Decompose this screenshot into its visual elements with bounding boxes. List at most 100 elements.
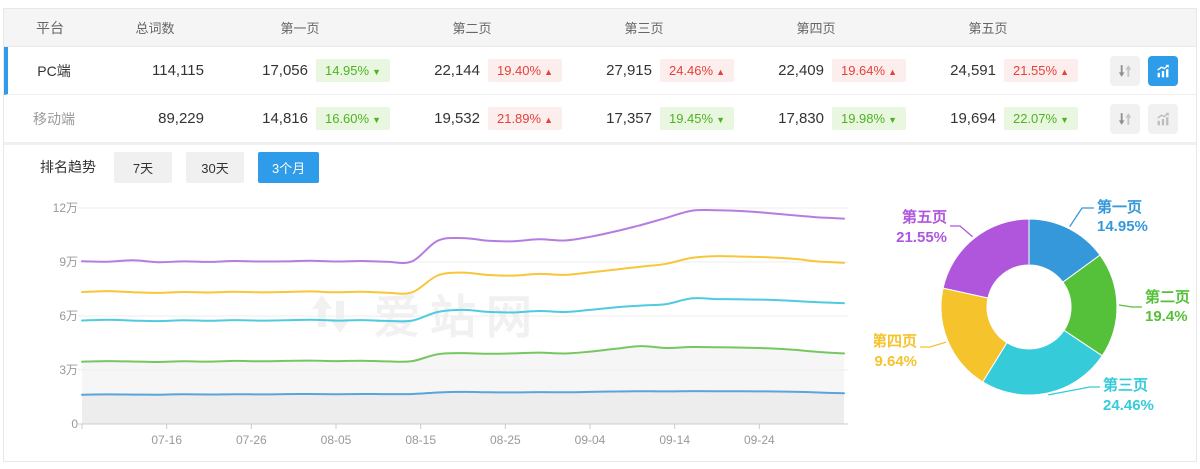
page-3-count: 17,357	[606, 110, 652, 127]
page-4-cell: 17,830 19.98% ▼	[734, 107, 906, 130]
header-total-words: 总词数	[135, 21, 175, 36]
keyword-rank-panel: 平台 总词数 第一页 第二页 第三页 第四页 第五页 PC端 114,115 17,…	[3, 8, 1197, 462]
table-row-mobile[interactable]: 移动端 89,229 14,816 16.60% ▼ 19,532 21.89% ▲ 17,35…	[4, 95, 1196, 143]
page-2-count: 22,144	[434, 62, 480, 79]
watermark-text: 爱站网	[374, 291, 542, 343]
arrow-up-icon: ▲	[544, 67, 553, 77]
header-platform: 平台	[36, 19, 64, 36]
change-percent: 16.60%	[324, 111, 370, 126]
bar-chart-trend-icon	[1157, 112, 1169, 125]
arrow-up-icon: ▲	[544, 115, 553, 125]
trend-line-2	[81, 345, 845, 363]
header-page-3: 第三页	[624, 21, 664, 36]
page-5-change-badge: 22.07% ▼	[1004, 107, 1078, 130]
aizhan-logo-icon	[312, 295, 350, 333]
page-5-count: 19,694	[950, 110, 996, 127]
svg-text:08-15: 08-15	[405, 433, 436, 447]
page-2-count: 19,532	[434, 110, 480, 127]
sort-arrows-icon	[1118, 112, 1132, 125]
keyword-rank-table: 平台 总词数 第一页 第二页 第三页 第四页 第五页 PC端 114,115 17,…	[4, 9, 1196, 143]
svg-text:08-25: 08-25	[490, 433, 521, 447]
change-percent: 19.98%	[840, 111, 886, 126]
svg-text:09-24: 09-24	[744, 433, 775, 447]
header-page-2: 第二页	[452, 21, 492, 36]
page-1-count: 14,816	[262, 110, 308, 127]
page-1-count: 17,056	[262, 62, 308, 79]
donut-label-page-2: 第二页	[1145, 288, 1190, 306]
arrow-down-icon: ▼	[372, 67, 381, 77]
sort-arrows-icon	[1118, 64, 1132, 77]
page-3-cell: 17,357 19.45% ▼	[562, 107, 734, 130]
donut-percent-page-4: 19.64%	[874, 353, 917, 370]
arrow-down-icon: ▼	[1060, 115, 1069, 125]
donut-label-page-4: 第四页	[874, 332, 917, 350]
donut-slice-page-3	[982, 329, 1103, 396]
trend-line-5	[81, 208, 845, 264]
page-4-count: 22,409	[778, 62, 824, 79]
rank-trend-line-chart: 0 3万 6万 9万 12万 07-16 07-26 08-05 08-15 08-25 09-04…	[53, 201, 848, 447]
trend-toolbar: 排名趋势 7天 30天 3个月	[4, 145, 1196, 189]
page-2-cell: 22,144 19.40% ▲	[390, 59, 562, 82]
page-3-change-badge: 19.45% ▼	[660, 107, 734, 130]
donut-label-page-5: 第五页	[902, 208, 947, 226]
page-5-cell: 24,591 21.55% ▲	[906, 59, 1078, 82]
change-percent: 21.89%	[496, 111, 542, 126]
donut-label-page-3: 第三页	[1103, 376, 1148, 394]
page-3-cell: 27,915 24.46% ▲	[562, 59, 734, 82]
page-share-donut-chart: 第一页 14.95% 第二页 19.4% 第三页 24.46% 第四页 19.64% 第五页 21…	[874, 198, 1190, 414]
page-1-cell: 17,056 14.95% ▼	[218, 59, 390, 82]
change-percent: 21.55%	[1012, 63, 1058, 78]
donut-percent-page-5: 21.55%	[896, 229, 947, 246]
header-page-1: 第一页	[280, 21, 320, 36]
donut-label-page-1: 第一页	[1097, 198, 1142, 216]
change-percent: 14.95%	[324, 63, 370, 78]
page-4-count: 17,830	[778, 110, 824, 127]
watermark: 爱站网	[304, 281, 542, 347]
page-1-change-badge: 14.95% ▼	[316, 59, 390, 82]
total-words-value: 114,115	[152, 62, 204, 79]
table-row-pc[interactable]: PC端 114,115 17,056 14.95% ▼ 22,144 19.40% ▲ 27,9…	[4, 47, 1196, 95]
arrow-down-icon: ▼	[716, 115, 725, 125]
show-trend-chart-button[interactable]	[1148, 55, 1178, 86]
row-actions	[1078, 103, 1196, 134]
sort-compare-button[interactable]	[1110, 55, 1140, 86]
svg-text:3万: 3万	[59, 363, 78, 377]
tab-3-months[interactable]: 3个月	[258, 151, 320, 183]
arrow-up-icon: ▲	[1060, 67, 1069, 77]
sort-compare-button[interactable]	[1110, 103, 1140, 134]
page-4-change-badge: 19.64% ▲	[832, 59, 906, 82]
header-page-5: 第五页	[968, 21, 1008, 36]
arrow-up-icon: ▲	[888, 67, 897, 77]
arrow-down-icon: ▼	[888, 115, 897, 125]
page-5-change-badge: 21.55% ▲	[1004, 59, 1078, 82]
svg-text:07-16: 07-16	[151, 433, 182, 447]
change-percent: 22.07%	[1012, 111, 1058, 126]
header-page-4: 第四页	[796, 21, 836, 36]
trend-line-1	[81, 390, 845, 396]
tab-30-days[interactable]: 30天	[186, 151, 244, 183]
donut-percent-page-2: 19.4%	[1145, 308, 1188, 325]
page-2-cell: 19,532 21.89% ▲	[390, 107, 562, 130]
page-2-change-badge: 19.40% ▲	[488, 59, 562, 82]
show-trend-chart-button[interactable]	[1148, 103, 1178, 134]
svg-text:9万: 9万	[59, 255, 78, 269]
page-1-cell: 14,816 16.60% ▼	[218, 107, 390, 130]
donut-slice-page-5	[942, 218, 1030, 299]
svg-text:07-26: 07-26	[236, 433, 267, 447]
page-3-change-badge: 24.46% ▲	[660, 59, 734, 82]
page-5-cell: 19,694 22.07% ▼	[906, 107, 1078, 130]
charts-area: 爱站网 0 3万 6万 9万 12万 07-16 07-26 08-05 08-15 08-25 0…	[4, 189, 1196, 463]
page-1-change-badge: 16.60% ▼	[316, 107, 390, 130]
tab-7-days[interactable]: 7天	[114, 151, 172, 183]
change-percent: 19.45%	[668, 111, 714, 126]
trend-line-4	[81, 255, 845, 295]
page-5-count: 24,591	[950, 62, 996, 79]
change-percent: 19.64%	[840, 63, 886, 78]
svg-text:09-04: 09-04	[575, 433, 606, 447]
arrow-up-icon: ▲	[716, 67, 725, 77]
table-header-row: 平台 总词数 第一页 第二页 第三页 第四页 第五页	[4, 9, 1196, 47]
trend-title: 排名趋势	[40, 159, 96, 175]
bar-chart-trend-icon	[1157, 64, 1169, 77]
change-percent: 24.46%	[668, 63, 714, 78]
platform-label: PC端	[37, 62, 71, 79]
